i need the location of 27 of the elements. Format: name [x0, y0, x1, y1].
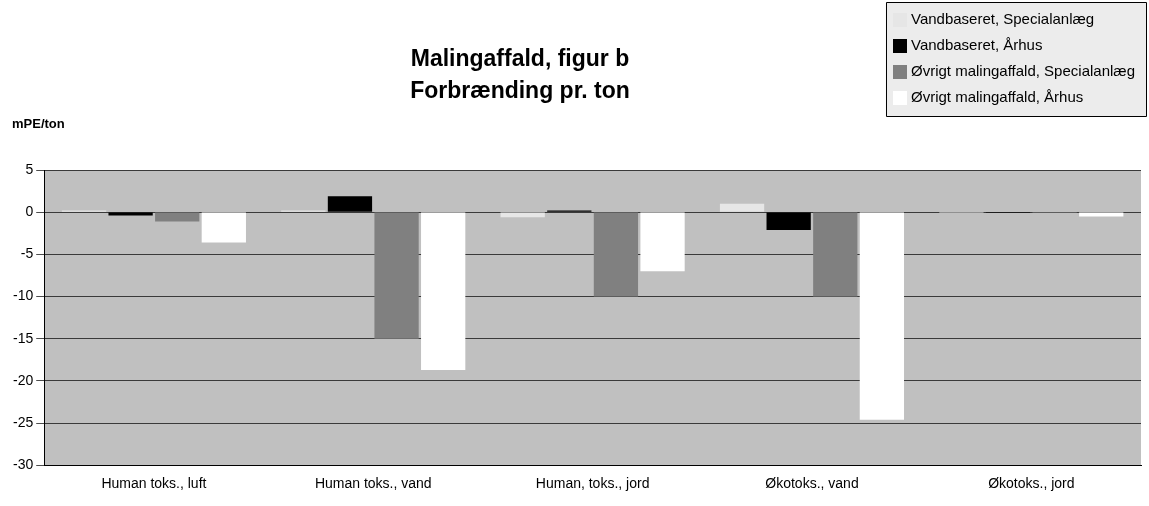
bar [640, 212, 685, 272]
x-tick-label: Human, toks., jord [535, 475, 650, 492]
x-tick-label: Human toks., vand [314, 475, 432, 492]
y-tick-label: 5 [25, 160, 34, 177]
x-tick-label: Økotoks., vand [765, 475, 859, 492]
legend-label: Øvrigt malingaffald, Århus [910, 88, 1084, 106]
y-tick-label: -30 [13, 456, 34, 473]
bar [201, 212, 246, 243]
y-tick-label: -15 [13, 329, 34, 346]
y-tick-label: -5 [20, 245, 34, 262]
chart-title: Malingaffald, figur b Forbrænding pr. ton [410, 45, 630, 104]
y-tick-label: -10 [13, 287, 34, 304]
y-tick-label: 0 [25, 203, 34, 220]
legend-label: Øvrigt malingaffald, Specialanlæg [910, 62, 1135, 80]
bar [421, 212, 466, 370]
x-tick-label: Økotoks., jord [988, 475, 1075, 492]
y-axis-title: mPE/ton [12, 115, 65, 131]
bar [859, 212, 905, 420]
legend-label: Vandbaseret, Specialanlæg [910, 10, 1095, 28]
bar [593, 212, 639, 297]
legend-label: Vandbaseret, Århus [910, 36, 1043, 54]
bar [719, 203, 765, 212]
y-tick-label: -20 [13, 371, 34, 388]
y-tick-label: -25 [13, 413, 34, 430]
bar [374, 212, 419, 339]
x-tick-label: Human toks., luft [101, 475, 207, 492]
bar [813, 212, 858, 297]
